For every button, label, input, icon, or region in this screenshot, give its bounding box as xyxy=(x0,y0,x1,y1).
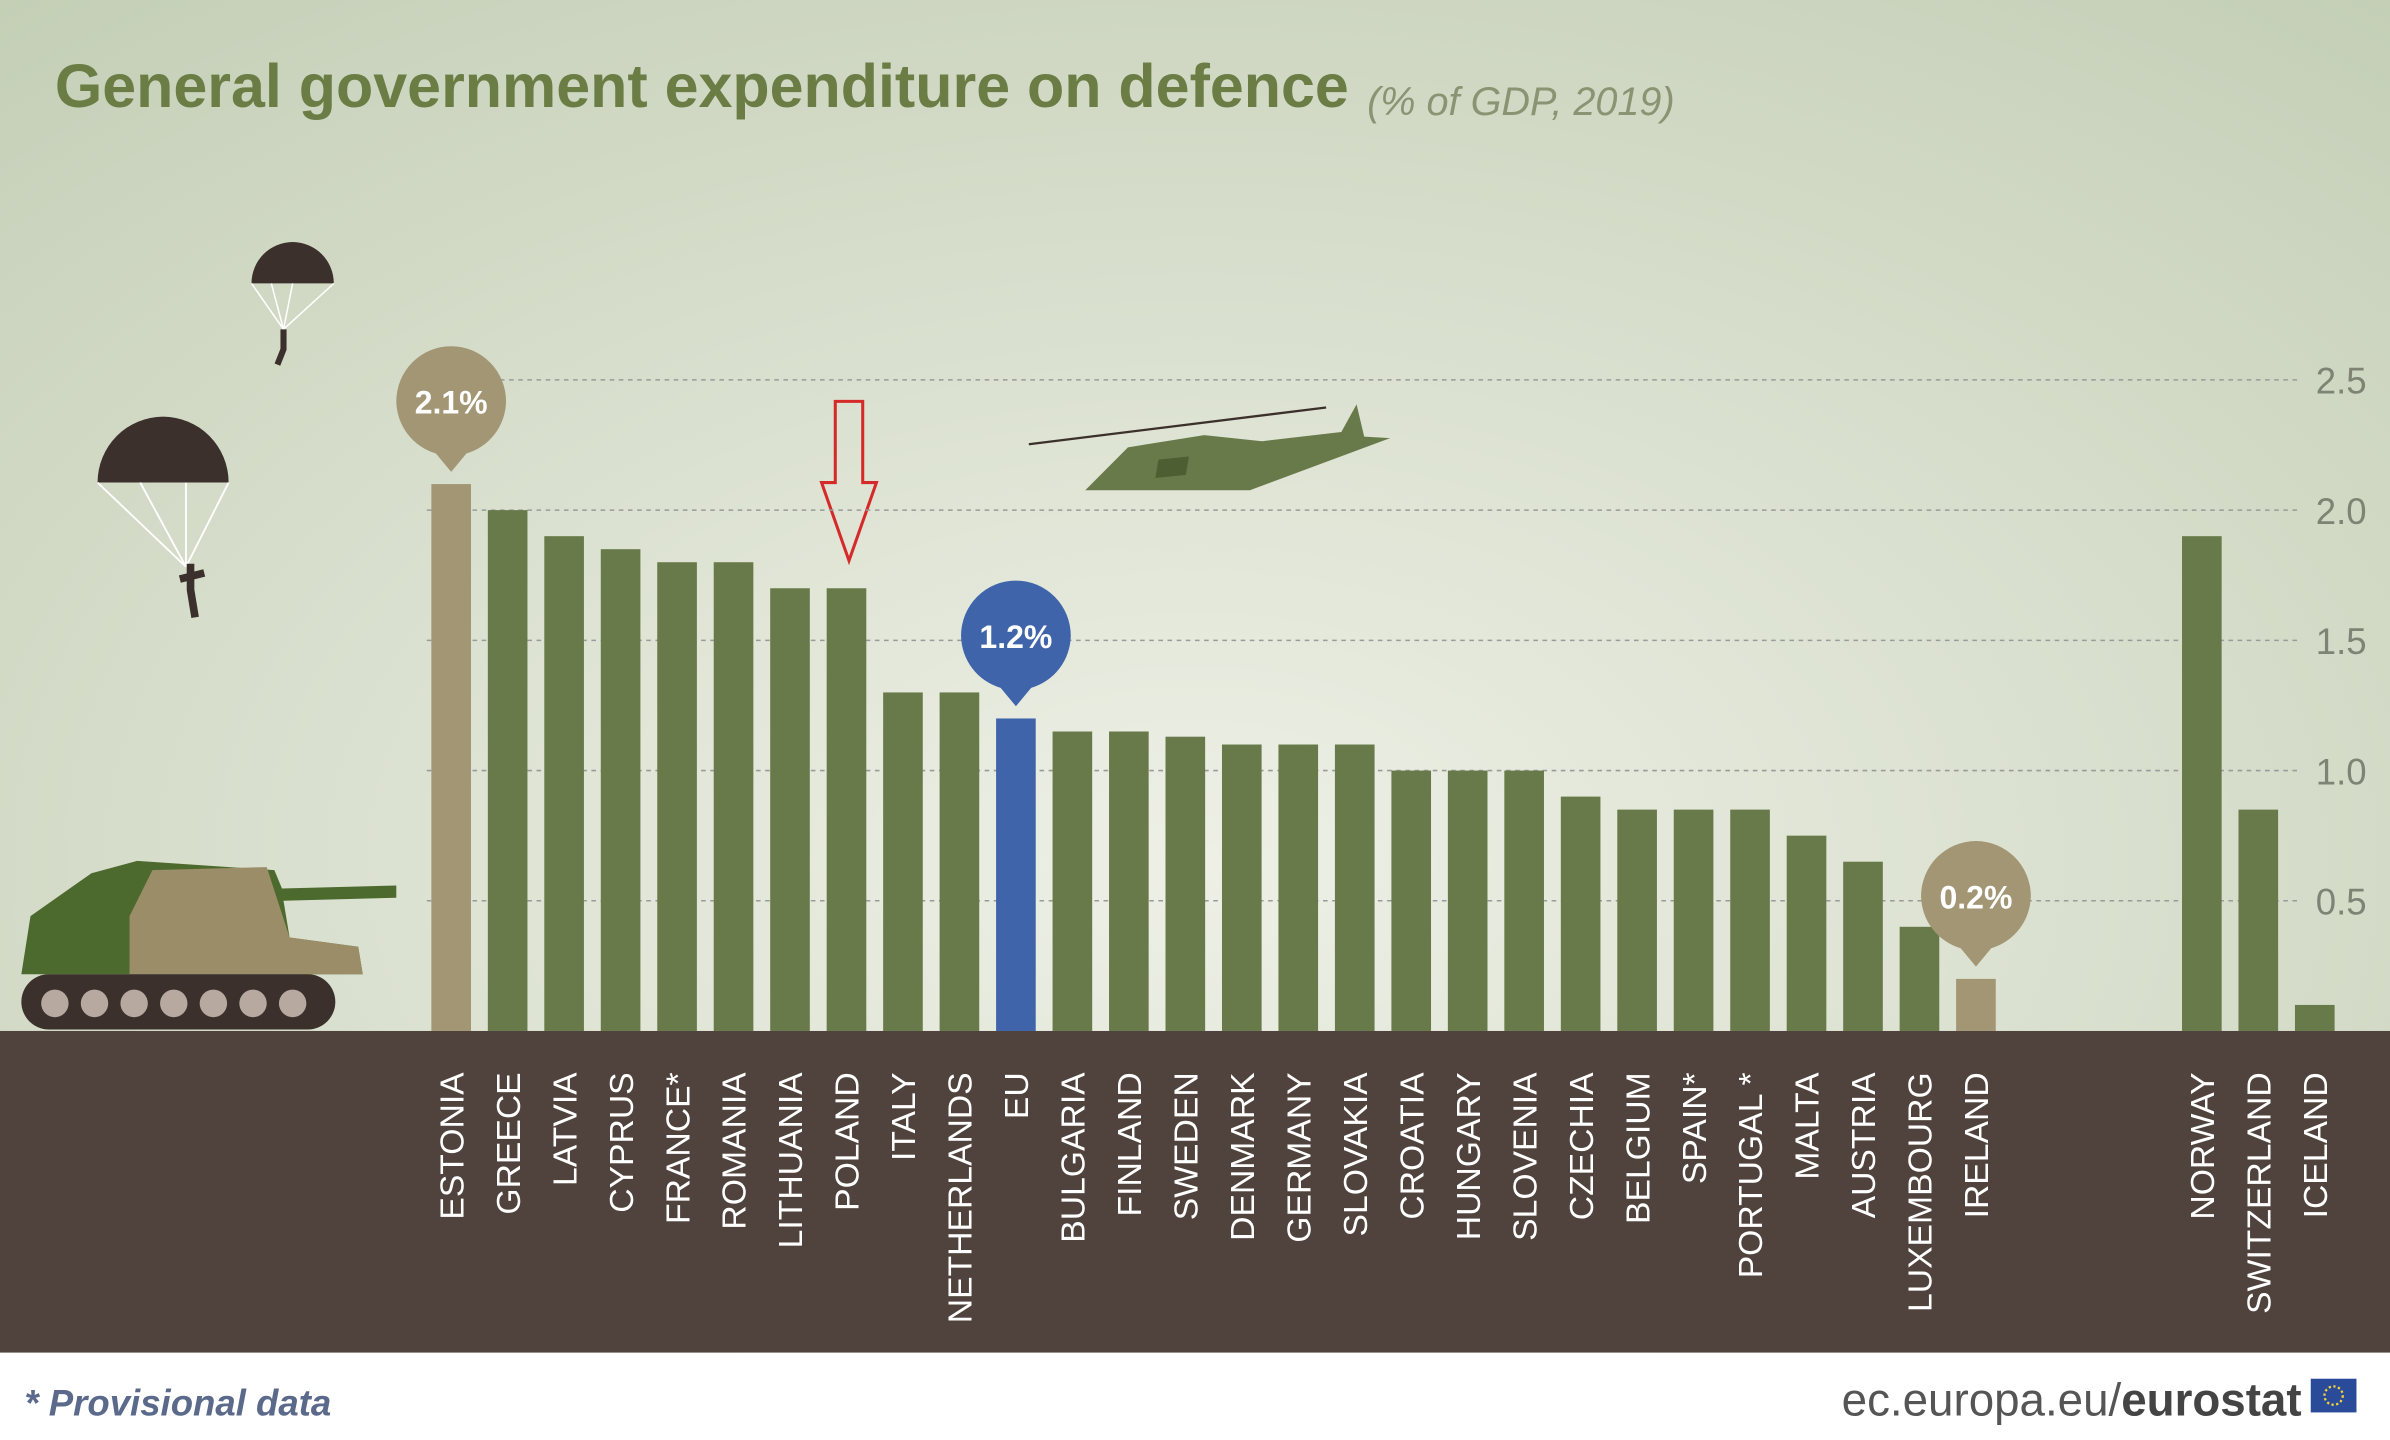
x-tick-label: LATVIA xyxy=(547,1072,584,1186)
bar xyxy=(1730,809,1770,1031)
bar xyxy=(1334,744,1375,1031)
x-tick-label: CZECHIA xyxy=(1564,1072,1601,1220)
x-tick-label: FRANCE* xyxy=(660,1072,697,1224)
x-tick-label: CYPRUS xyxy=(604,1072,641,1212)
y-tick-label: 2.5 xyxy=(2316,361,2367,402)
bar xyxy=(1052,731,1093,1031)
x-tick-label: SWEDEN xyxy=(1169,1072,1206,1220)
x-tick-label: SLOVENIA xyxy=(1507,1072,1544,1241)
y-tick-label: 0.5 xyxy=(2316,881,2367,922)
bar xyxy=(2182,536,2222,1031)
parachute-small xyxy=(250,242,335,366)
bar xyxy=(1221,744,1262,1031)
bar xyxy=(770,588,810,1031)
chart-title: General government expenditure on defenc… xyxy=(55,52,1349,120)
x-tick-label: EU xyxy=(999,1072,1036,1119)
x-tick-label: ROMANIA xyxy=(717,1072,754,1230)
brand: eurostat xyxy=(2121,1374,2301,1425)
bar xyxy=(1504,770,1544,1031)
tank xyxy=(21,860,397,1030)
x-tick-label: ESTONIA xyxy=(434,1072,471,1220)
eu-stars xyxy=(2323,1385,2344,1406)
footer-bg xyxy=(0,1352,2390,1440)
value-label: 1.2% xyxy=(979,619,1052,655)
parachute-large xyxy=(96,416,230,618)
x-tick-label: FINLAND xyxy=(1112,1072,1149,1216)
bar xyxy=(431,484,471,1031)
x-tick-label: SLOVAKIA xyxy=(1338,1072,1375,1237)
bar xyxy=(600,549,641,1031)
source: ec.europa.eu/eurostat xyxy=(1842,1374,2302,1425)
x-tick-label: DENMARK xyxy=(1225,1072,1262,1241)
x-tick-label: GREECE xyxy=(491,1072,528,1214)
bar xyxy=(713,562,754,1031)
value-label: 0.2% xyxy=(1939,879,2012,915)
bar xyxy=(1447,770,1488,1031)
y-tick-label: 2.0 xyxy=(2316,491,2367,532)
bar xyxy=(826,588,867,1031)
bar xyxy=(544,536,584,1031)
x-tick-label: HUNGARY xyxy=(1451,1072,1488,1240)
callout xyxy=(396,346,507,472)
bar xyxy=(1278,744,1319,1031)
x-tick-label: MALTA xyxy=(1790,1072,1827,1180)
bar xyxy=(1109,731,1149,1031)
value-label: 2.1% xyxy=(415,385,488,421)
eu-flag xyxy=(2310,1378,2357,1413)
x-tick-label: LITHUANIA xyxy=(773,1072,810,1249)
x-tick-label: NORWAY xyxy=(2185,1072,2222,1219)
red-arrow xyxy=(819,399,879,566)
x-tick-label: GERMANY xyxy=(1282,1072,1319,1242)
bar xyxy=(487,510,528,1031)
bar xyxy=(939,692,980,1031)
bar xyxy=(1673,809,1714,1031)
footnote: * Provisional data xyxy=(24,1382,331,1423)
bar xyxy=(1560,796,1601,1031)
y-tick-label: 1.5 xyxy=(2316,621,2367,662)
x-tick-label: ITALY xyxy=(886,1072,923,1161)
chart-subtitle: (% of GDP, 2019) xyxy=(1367,80,1675,124)
bar xyxy=(1391,770,1432,1031)
bar xyxy=(2238,809,2279,1031)
x-tick-label: ICELAND xyxy=(2298,1072,2335,1218)
x-tick-label: NETHERLANDS xyxy=(943,1072,980,1323)
bar xyxy=(2294,1004,2335,1031)
y-tick-label: 1.0 xyxy=(2316,751,2367,792)
x-tick-label: BULGARIA xyxy=(1056,1072,1093,1243)
bar xyxy=(1165,736,1206,1031)
bar xyxy=(1899,926,1940,1031)
bar xyxy=(1956,978,1996,1031)
x-tick-label: IRELAND xyxy=(1959,1072,1996,1218)
x-tick-label: CROATIA xyxy=(1394,1072,1431,1220)
callout xyxy=(1921,841,2031,967)
x-tick-label: LUXEMBOURG xyxy=(1903,1072,1940,1312)
helicopter xyxy=(1028,404,1391,491)
x-tick-label: POLAND xyxy=(830,1072,867,1211)
ground xyxy=(0,1030,2390,1353)
x-tick-label: SPAIN* xyxy=(1677,1072,1714,1184)
bar xyxy=(657,562,697,1031)
x-tick-label: SWITZERLAND xyxy=(2242,1072,2279,1313)
source-url: ec.europa.eu/ xyxy=(1842,1374,2122,1425)
bar xyxy=(883,692,923,1031)
bar xyxy=(996,718,1036,1031)
x-tick-label: AUSTRIA xyxy=(1846,1072,1883,1219)
bar xyxy=(1786,835,1827,1031)
callout xyxy=(961,580,1071,707)
x-tick-label: BELGIUM xyxy=(1620,1072,1657,1224)
bar xyxy=(1843,861,1883,1031)
x-tick-label: PORTUGAL * xyxy=(1733,1072,1770,1278)
bar xyxy=(1617,809,1657,1031)
